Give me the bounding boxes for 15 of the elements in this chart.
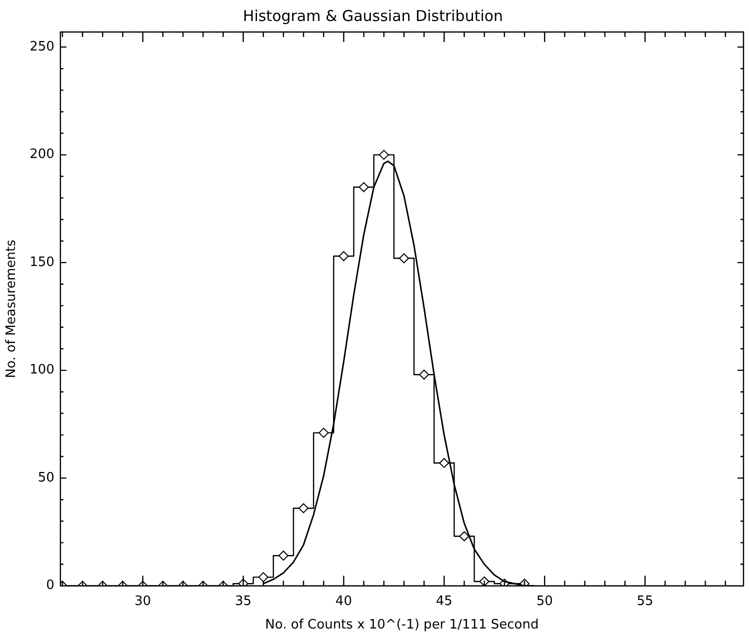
x-tick-label: 50 bbox=[536, 594, 553, 609]
chart-title: Histogram & Gaussian Distribution bbox=[242, 6, 504, 25]
x-axis-title: No. of Counts x 10^(-1) per 1/111 Second bbox=[265, 618, 539, 633]
x-tick-label: 55 bbox=[636, 594, 654, 609]
y-tick-label: 0 bbox=[46, 578, 54, 594]
x-tick-label: 40 bbox=[335, 594, 352, 609]
x-tick-label: 45 bbox=[436, 594, 452, 609]
x-tick-label: 35 bbox=[234, 594, 252, 609]
y-tick-label: 50 bbox=[38, 470, 54, 486]
y-tick-label: 100 bbox=[30, 362, 54, 378]
y-tick-label: 250 bbox=[30, 39, 54, 54]
x-tick-label: 30 bbox=[134, 594, 152, 609]
y-tick-label: 150 bbox=[30, 254, 54, 270]
y-axis-title: No. of Measurements bbox=[4, 239, 20, 378]
y-tick-label: 200 bbox=[30, 147, 54, 162]
